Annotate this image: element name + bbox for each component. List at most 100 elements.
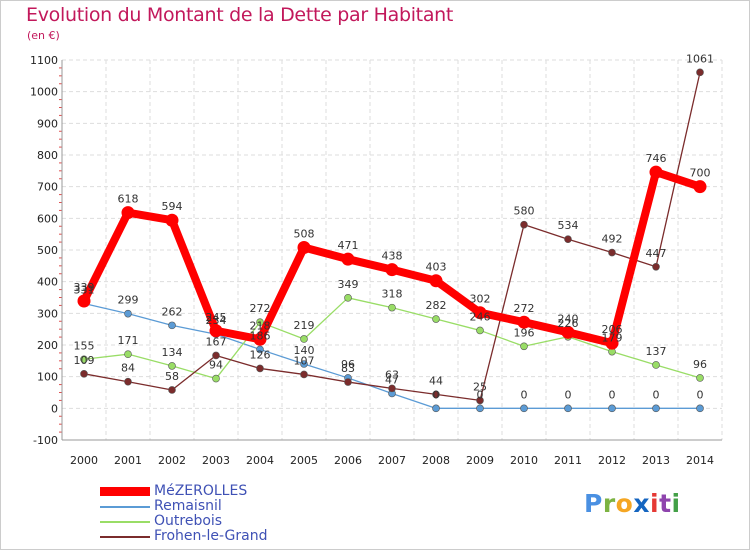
data-label: 302 xyxy=(470,293,491,306)
x-tick-label: 2005 xyxy=(290,454,318,467)
data-point xyxy=(432,315,440,323)
brand-letter: i xyxy=(671,489,681,518)
data-point xyxy=(429,274,443,288)
x-tick-label: 2003 xyxy=(202,454,230,467)
data-label: 107 xyxy=(294,354,315,367)
data-label: 219 xyxy=(294,319,315,332)
legend-item: Frohen-le-Grand xyxy=(100,529,267,544)
data-label: 0 xyxy=(521,388,528,401)
data-point xyxy=(476,326,484,335)
data-label: 0 xyxy=(609,388,616,401)
data-label: 262 xyxy=(162,305,183,318)
data-point xyxy=(300,335,308,343)
y-tick-label: 900 xyxy=(37,117,58,130)
data-point xyxy=(520,404,528,413)
legend-label: Outrebois xyxy=(154,513,223,529)
y-tick-label: 1000 xyxy=(30,86,58,99)
data-point xyxy=(517,315,531,329)
data-label: 0 xyxy=(565,388,572,401)
x-tick-label: 2000 xyxy=(70,454,98,467)
x-tick-label: 2004 xyxy=(246,454,274,467)
y-tick-label: 0 xyxy=(51,402,58,415)
data-label: 580 xyxy=(514,205,535,218)
legend-swatch xyxy=(100,505,150,508)
data-point xyxy=(696,404,704,413)
data-label: 331 xyxy=(74,284,95,297)
data-label: 226 xyxy=(558,317,579,330)
x-tick-label: 2011 xyxy=(554,454,582,467)
data-point xyxy=(165,213,179,227)
data-label: 272 xyxy=(514,302,535,315)
data-point xyxy=(124,309,132,318)
data-point xyxy=(476,404,484,413)
data-point xyxy=(256,345,264,354)
data-point xyxy=(300,370,308,379)
data-label: 126 xyxy=(250,348,271,361)
data-label: 618 xyxy=(118,193,139,206)
y-tick-label: -100 xyxy=(33,434,58,447)
data-label: 58 xyxy=(165,370,179,383)
data-point xyxy=(209,324,223,338)
y-tick-label: 300 xyxy=(37,307,58,320)
data-point xyxy=(561,325,575,339)
data-point xyxy=(212,374,220,383)
data-label: 246 xyxy=(470,310,491,323)
y-tick-label: 200 xyxy=(37,339,58,352)
data-label: 349 xyxy=(338,278,359,291)
data-point xyxy=(608,404,616,413)
data-label: 508 xyxy=(294,227,315,240)
x-tick-label: 2009 xyxy=(466,454,494,467)
data-label: 299 xyxy=(118,294,139,307)
data-point xyxy=(388,303,396,312)
legend-label: Frohen-le-Grand xyxy=(154,528,268,544)
x-tick-label: 2006 xyxy=(334,454,362,467)
data-label: 155 xyxy=(74,339,95,352)
data-point xyxy=(432,404,440,413)
data-point xyxy=(693,180,707,194)
legend-item: Outrebois xyxy=(100,514,267,529)
data-label: 47 xyxy=(385,373,399,386)
data-label: 134 xyxy=(162,346,183,359)
data-label: 218 xyxy=(250,319,271,332)
data-label: 0 xyxy=(653,388,660,401)
brand-letter: i xyxy=(650,489,660,518)
brand-letter: x xyxy=(633,489,650,518)
y-tick-label: 600 xyxy=(37,212,58,225)
data-point xyxy=(520,220,528,229)
data-point xyxy=(168,386,176,394)
x-tick-label: 2008 xyxy=(422,454,450,467)
data-label: 137 xyxy=(646,345,667,358)
data-point xyxy=(652,361,660,369)
data-point xyxy=(344,378,352,386)
data-label: 245 xyxy=(206,311,227,324)
data-label: 109 xyxy=(74,354,95,367)
data-point xyxy=(652,404,660,413)
data-label: 700 xyxy=(690,167,711,180)
brand-letter: o xyxy=(615,489,634,518)
data-label: 534 xyxy=(558,219,579,232)
y-tick-label: 700 xyxy=(37,181,58,194)
y-tick-label: 500 xyxy=(37,244,58,257)
data-point xyxy=(124,350,132,358)
x-tick-label: 2002 xyxy=(158,454,186,467)
brand-letter: P xyxy=(584,489,603,518)
y-tick-label: 100 xyxy=(37,371,58,384)
data-point xyxy=(121,206,135,220)
data-label: 84 xyxy=(121,362,135,375)
y-tick-label: 400 xyxy=(37,276,58,289)
data-label: 186 xyxy=(250,329,271,342)
brand-logo: Proxiti xyxy=(584,489,681,518)
data-point xyxy=(300,360,308,368)
data-point xyxy=(388,384,396,393)
data-label: 96 xyxy=(341,358,355,371)
data-point xyxy=(385,263,399,277)
data-point xyxy=(168,362,176,370)
legend-swatch xyxy=(100,487,150,496)
data-label: 179 xyxy=(602,332,623,345)
data-label: 63 xyxy=(385,368,399,381)
data-label: 94 xyxy=(209,359,223,372)
legend-swatch xyxy=(100,535,150,538)
data-label: 196 xyxy=(514,326,535,339)
data-label: 234 xyxy=(206,314,227,327)
